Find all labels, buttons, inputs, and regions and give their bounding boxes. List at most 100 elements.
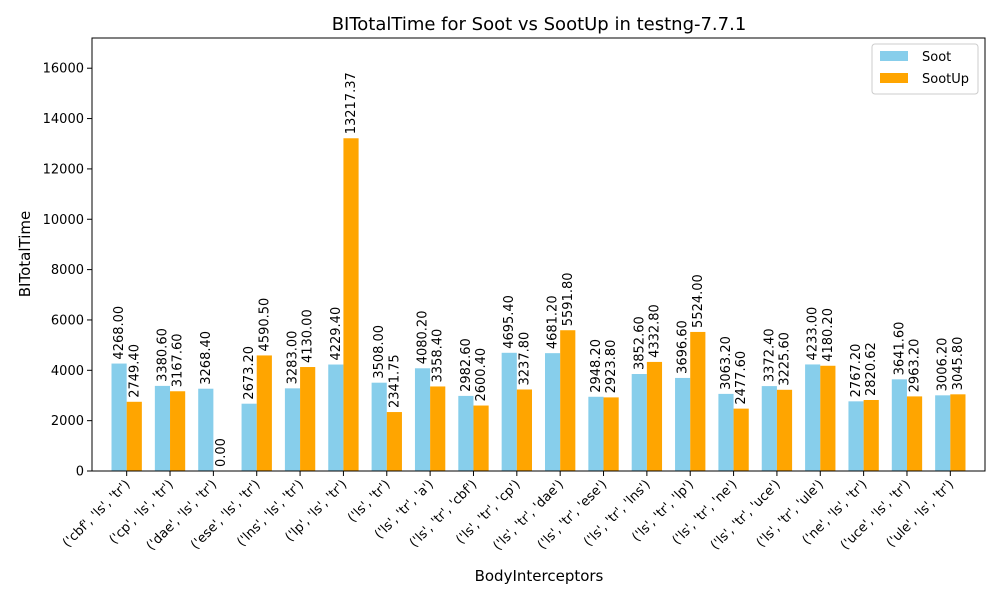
y-tick-label: 4000 [51, 364, 84, 379]
legend: Soot SootUp [871, 43, 979, 95]
bar-sootup-8 [473, 405, 489, 471]
data-label-sootup-13: 5524.00 [691, 274, 706, 328]
bar-soot-5 [328, 364, 344, 471]
data-label-sootup-15: 3225.60 [778, 332, 793, 386]
y-tick-label: 8000 [51, 263, 84, 278]
data-label-soot-14: 3063.20 [719, 336, 734, 390]
y-tick-label: 14000 [43, 112, 84, 127]
bar-sootup-16 [820, 365, 836, 471]
bar-sootup-4 [300, 367, 316, 471]
legend-label-soot: Soot [922, 50, 951, 65]
data-label-soot-4: 3283.00 [285, 331, 300, 385]
bar-sootup-18 [906, 396, 923, 471]
data-label-soot-10: 4681.20 [546, 295, 561, 349]
y-axis-label: BITotalTime [16, 211, 34, 297]
data-label-soot-2: 3268.40 [199, 331, 214, 385]
data-label-soot-18: 3641.60 [892, 322, 907, 376]
y-tick-label: 10000 [43, 213, 84, 228]
data-label-soot-16: 4233.00 [806, 307, 821, 361]
bar-soot-2 [198, 388, 214, 471]
data-label-sootup-4: 4130.00 [301, 309, 316, 363]
data-label-soot-13: 3696.60 [676, 320, 691, 374]
bar-soot-11 [588, 396, 604, 471]
data-label-soot-17: 2767.20 [849, 344, 864, 398]
data-label-sootup-3: 4590.50 [257, 298, 272, 352]
data-label-soot-11: 2948.20 [589, 339, 604, 393]
x-axis: ('cbf', 'ls', 'tr')('cp', 'ls', 'tr')('d… [60, 471, 957, 554]
data-label-sootup-6: 2341.75 [387, 354, 402, 408]
data-label-sootup-14: 2477.60 [734, 351, 749, 405]
bar-sootup-13 [690, 331, 706, 471]
data-label-sootup-0: 2749.40 [127, 344, 142, 398]
bar-soot-14 [718, 393, 734, 471]
bar-soot-12 [631, 374, 647, 471]
data-label-soot-19: 3006.20 [936, 338, 951, 392]
data-label-soot-6: 3508.00 [372, 325, 387, 379]
bar-sootup-1 [170, 391, 186, 471]
data-label-sootup-18: 2963.20 [908, 339, 923, 393]
data-label-sootup-5: 13217.37 [344, 72, 359, 134]
data-label-soot-0: 4268.00 [112, 306, 127, 360]
y-axis: 0 2000 4000 6000 8000 10000 12000 14000 16000 [43, 62, 92, 480]
bar-soot-4 [284, 388, 301, 471]
bar-soot-19 [935, 395, 951, 471]
bar-soot-9 [501, 352, 517, 471]
bar-sootup-10 [560, 330, 576, 471]
bar-sootup-12 [646, 361, 663, 471]
bar-soot-7 [414, 368, 431, 471]
legend-label-sootup: SootUp [922, 72, 969, 87]
bar-soot-3 [241, 403, 257, 471]
x-axis-label: BodyInterceptors [475, 567, 604, 585]
bar-sootup-17 [863, 399, 879, 471]
bar-sootup-7 [430, 386, 446, 471]
bar-soot-0 [111, 363, 127, 471]
y-tick-label: 0 [76, 465, 84, 480]
data-label-sootup-7: 3358.40 [431, 329, 446, 383]
y-tick-label: 16000 [43, 62, 84, 77]
data-label-soot-5: 4229.40 [329, 307, 344, 361]
data-label-soot-3: 2673.20 [242, 346, 257, 400]
bar-soot-8 [458, 395, 474, 471]
bar-sootup-0 [126, 401, 142, 471]
bar-soot-6 [371, 382, 387, 471]
data-label-soot-8: 2982.60 [459, 338, 474, 392]
data-label-sootup-17: 2820.62 [864, 342, 879, 396]
bars-group [111, 138, 966, 472]
y-tick-label: 12000 [43, 162, 84, 177]
bar-sootup-14 [733, 408, 749, 471]
data-label-sootup-11: 2923.80 [604, 340, 619, 394]
bar-soot-13 [675, 377, 691, 471]
bar-sootup-6 [386, 412, 402, 471]
data-label-sootup-8: 2600.40 [474, 348, 489, 402]
bar-sootup-5 [343, 138, 359, 472]
data-label-soot-7: 4080.20 [416, 311, 431, 365]
data-label-sootup-10: 5591.80 [561, 272, 576, 326]
data-label-sootup-1: 3167.60 [171, 333, 186, 387]
data-label-sootup-19: 3045.80 [951, 337, 966, 391]
chart-title: BITotalTime for Soot vs SootUp in testng… [332, 14, 747, 35]
bar-sootup-9 [516, 389, 532, 471]
bar-sootup-11 [603, 397, 619, 471]
data-label-sootup-12: 4332.80 [647, 304, 662, 358]
bar-soot-1 [154, 385, 171, 471]
y-tick-label: 6000 [51, 313, 84, 328]
data-label-soot-15: 3372.40 [762, 328, 777, 382]
data-label-sootup-2: 0.00 [214, 438, 229, 467]
legend-swatch-sootup [880, 73, 908, 83]
data-label-sootup-9: 3237.80 [517, 332, 532, 386]
legend-swatch-soot [880, 51, 908, 61]
bar-sootup-19 [950, 394, 966, 471]
bar-sootup-15 [776, 389, 793, 471]
bar-soot-10 [545, 353, 561, 471]
bar-sootup-3 [256, 355, 272, 471]
data-label-soot-12: 3852.60 [632, 316, 647, 370]
bar-soot-16 [805, 364, 821, 471]
bar-soot-17 [848, 401, 864, 471]
data-label-soot-1: 3380.60 [155, 328, 170, 382]
data-label-soot-9: 4695.40 [502, 295, 517, 349]
bar-soot-18 [891, 379, 907, 471]
bar-soot-15 [761, 386, 777, 471]
data-label-sootup-16: 4180.20 [821, 308, 836, 362]
